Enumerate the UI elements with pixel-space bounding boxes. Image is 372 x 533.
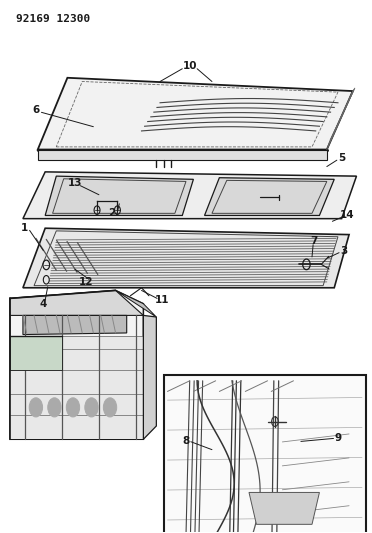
Polygon shape <box>205 177 334 215</box>
Text: 4: 4 <box>40 298 47 309</box>
Polygon shape <box>249 492 320 524</box>
Polygon shape <box>10 336 62 370</box>
Text: 1: 1 <box>21 223 28 233</box>
Polygon shape <box>10 336 143 439</box>
Circle shape <box>29 398 42 417</box>
Bar <box>164 375 366 533</box>
Polygon shape <box>143 316 156 439</box>
Text: 2: 2 <box>108 208 115 219</box>
Text: 10: 10 <box>182 61 197 71</box>
Circle shape <box>66 398 80 417</box>
Text: 7: 7 <box>310 236 318 246</box>
Polygon shape <box>38 78 353 150</box>
Text: 14: 14 <box>340 211 355 221</box>
Polygon shape <box>10 290 143 439</box>
Text: 11: 11 <box>155 295 169 305</box>
Polygon shape <box>116 290 156 317</box>
Circle shape <box>48 398 61 417</box>
Circle shape <box>103 398 117 417</box>
Polygon shape <box>23 172 356 219</box>
Polygon shape <box>10 290 143 316</box>
Text: 8: 8 <box>182 437 190 447</box>
Text: 5: 5 <box>338 152 345 163</box>
Text: 13: 13 <box>68 178 82 188</box>
Polygon shape <box>38 150 327 160</box>
Text: 6: 6 <box>32 104 39 115</box>
Polygon shape <box>23 316 127 335</box>
Polygon shape <box>23 228 349 288</box>
Polygon shape <box>45 176 193 215</box>
Circle shape <box>85 398 98 417</box>
Text: 3: 3 <box>340 246 347 255</box>
Text: 9: 9 <box>334 433 341 443</box>
Text: 12: 12 <box>79 278 93 287</box>
Text: 92169 12300: 92169 12300 <box>16 14 90 24</box>
